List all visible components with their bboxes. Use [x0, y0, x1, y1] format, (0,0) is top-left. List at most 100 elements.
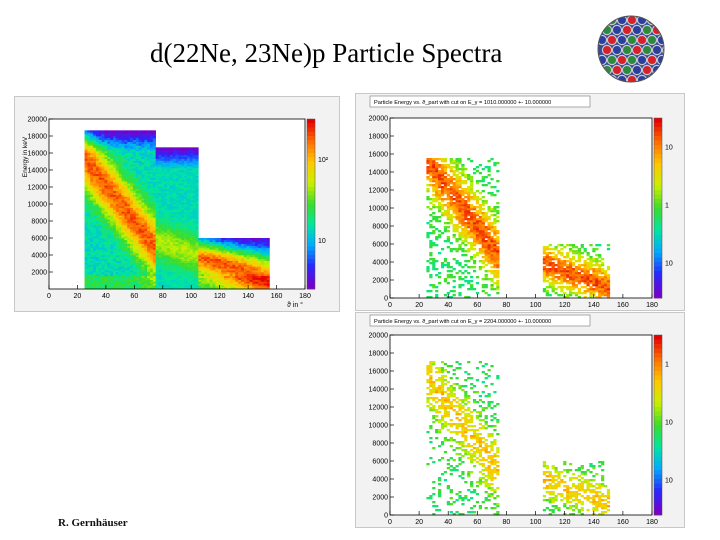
gamma-cut-1010-panel: Particle Energy vs. ϑ_part with cut on E… [355, 93, 685, 311]
heatmap-cell [181, 219, 185, 222]
heatmap-cell [263, 249, 267, 252]
heatmap-cell [255, 243, 259, 246]
heatmap-cell [135, 168, 139, 171]
heatmap-cell [147, 179, 151, 182]
heatmap-cell [235, 285, 239, 288]
y-tick-label: 14000 [28, 168, 48, 175]
heatmap-cell [490, 236, 494, 239]
heatmap-cell [178, 190, 182, 193]
heatmap-cell [101, 283, 105, 286]
heatmap-cell [84, 258, 88, 261]
heatmap-cell [167, 273, 171, 277]
heatmap-cell [132, 137, 137, 141]
heatmap-cell [121, 209, 125, 212]
heatmap-cell [458, 168, 462, 171]
heatmap-cell [178, 160, 182, 163]
heatmap-cell [104, 202, 108, 205]
heatmap-cell [241, 273, 245, 277]
heatmap-cell [84, 279, 88, 282]
heatmap-cell [107, 145, 111, 148]
heatmap-cell [172, 196, 176, 199]
heatmap-cell [235, 268, 239, 271]
heatmap-cell [167, 249, 171, 252]
heatmap-cell [155, 213, 159, 216]
heatmap-cell [195, 162, 199, 165]
heatmap-cell [138, 134, 142, 137]
heatmap-cell [161, 209, 165, 212]
heatmap-cell [113, 245, 117, 248]
heatmap-cell [226, 283, 230, 286]
heatmap-cell [249, 273, 253, 277]
heatmap-cell [84, 194, 88, 197]
heatmap-cell [252, 272, 256, 275]
heatmap-cell [132, 236, 137, 239]
heatmap-cell [127, 205, 131, 209]
heatmap-cell [152, 287, 156, 290]
heatmap-cell [467, 208, 471, 211]
heatmap-cell [472, 242, 477, 245]
heatmap-cell [249, 258, 253, 261]
heatmap-cell [232, 251, 236, 254]
heatmap-cell [554, 258, 558, 261]
heatmap-cell [241, 255, 245, 258]
heatmap-cell [135, 228, 139, 231]
heatmap-cell [186, 198, 191, 201]
heatmap-cell [449, 274, 453, 277]
heatmap-cell [90, 177, 94, 180]
heatmap-cell [260, 279, 265, 282]
heatmap-cell [455, 224, 459, 227]
heatmap-cell [158, 253, 162, 256]
heatmap-cell [127, 239, 131, 243]
heatmap-cell [84, 156, 88, 159]
heatmap-cell [147, 253, 151, 256]
heatmap-cell [449, 170, 453, 173]
heatmap-cell [141, 160, 145, 163]
heatmap-cell [130, 162, 134, 165]
heatmap-cell [209, 262, 213, 265]
heatmap-cell [167, 270, 171, 273]
heatmap-cell [113, 164, 117, 167]
heatmap-cell [443, 278, 448, 281]
heatmap-cell [127, 228, 131, 231]
heatmap-cell [475, 292, 480, 295]
heatmap-cell [124, 183, 128, 186]
heatmap-cell [87, 217, 91, 220]
heatmap-cell [493, 220, 497, 223]
heatmap-cell [255, 238, 259, 241]
heatmap-cell [189, 243, 193, 246]
heatmap-cell [87, 145, 91, 148]
heatmap-cell [464, 208, 468, 211]
heatmap-cell [132, 266, 137, 269]
heatmap-cell [147, 213, 151, 216]
heatmap-cell [101, 243, 105, 246]
heatmap-cell [493, 244, 497, 247]
heatmap-cell [147, 134, 151, 137]
heatmap-cell [161, 187, 165, 190]
heatmap-cell [130, 175, 134, 178]
heatmap-cell [481, 200, 485, 203]
heatmap-cell [155, 192, 159, 195]
heatmap-cell [215, 239, 219, 243]
heatmap-cell [189, 221, 193, 224]
heatmap-cell [178, 213, 182, 216]
heatmap-cell [113, 173, 117, 176]
heatmap-cell [95, 171, 100, 175]
logo-cell [611, 44, 623, 56]
heatmap-cell [121, 258, 125, 261]
heatmap-cell [138, 136, 142, 139]
heatmap-cell [446, 184, 450, 187]
heatmap-cell [124, 177, 128, 180]
heatmap-cell [115, 222, 119, 226]
heatmap-cell [184, 202, 188, 205]
heatmap-cell [172, 221, 176, 224]
heatmap-cell [175, 275, 179, 278]
heatmap-cell [496, 270, 500, 273]
heatmap-cell [164, 256, 168, 260]
heatmap-cell [124, 213, 128, 216]
heatmap-cell [221, 270, 225, 273]
heatmap-cell [467, 174, 471, 177]
heatmap-cell [149, 139, 154, 142]
heatmap-cell [138, 228, 142, 231]
heatmap-cell [118, 194, 122, 197]
heatmap-cell [127, 194, 131, 197]
